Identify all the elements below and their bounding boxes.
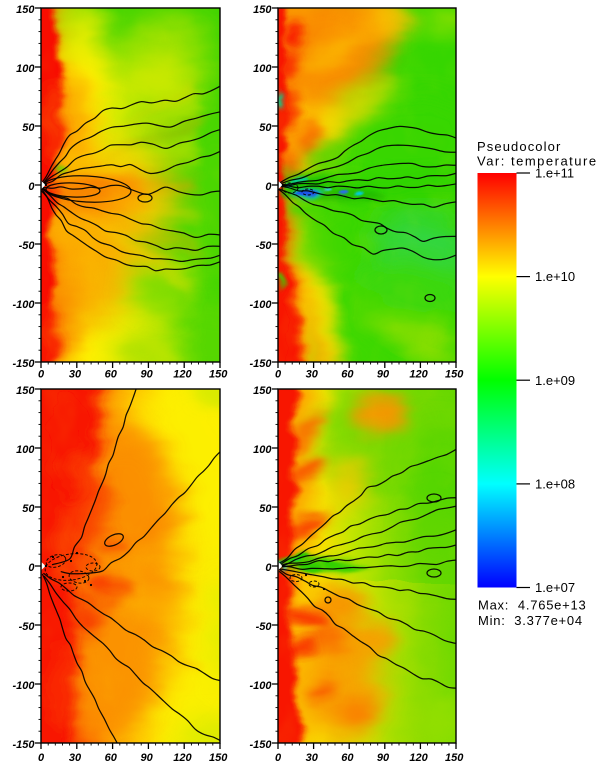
svg-text:30: 30: [306, 369, 319, 381]
svg-text:0: 0: [265, 562, 272, 574]
svg-text:-50: -50: [256, 240, 273, 252]
svg-text:0: 0: [275, 752, 282, 764]
svg-text:Var: temperature: Var: temperature: [477, 154, 598, 169]
svg-text:0: 0: [38, 369, 45, 381]
svg-text:90: 90: [140, 752, 153, 764]
svg-text:-150: -150: [12, 358, 35, 370]
svg-text:-100: -100: [249, 299, 272, 311]
svg-text:60: 60: [105, 369, 118, 381]
svg-text:1.e+11: 1.e+11: [535, 166, 574, 181]
svg-text:0: 0: [265, 181, 272, 193]
svg-text:100: 100: [16, 444, 35, 456]
svg-text:120: 120: [409, 752, 428, 764]
svg-text:90: 90: [377, 369, 390, 381]
svg-text:Min: 3.377e+04: Min: 3.377e+04: [478, 613, 583, 628]
svg-text:150: 150: [16, 385, 35, 397]
svg-text:60: 60: [341, 369, 354, 381]
svg-text:100: 100: [16, 63, 35, 75]
svg-text:150: 150: [16, 4, 35, 16]
svg-text:50: 50: [259, 503, 272, 515]
svg-text:1.e+09: 1.e+09: [535, 373, 575, 388]
svg-text:-150: -150: [249, 358, 272, 370]
svg-text:30: 30: [69, 369, 82, 381]
svg-text:-50: -50: [19, 240, 36, 252]
svg-text:-100: -100: [12, 299, 35, 311]
svg-text:30: 30: [306, 752, 319, 764]
svg-text:0: 0: [28, 181, 35, 193]
svg-text:150: 150: [445, 752, 464, 764]
svg-text:50: 50: [22, 122, 35, 134]
svg-text:0: 0: [28, 562, 35, 574]
svg-text:150: 150: [209, 752, 228, 764]
svg-text:90: 90: [140, 369, 153, 381]
svg-text:150: 150: [209, 369, 228, 381]
svg-text:120: 120: [409, 369, 428, 381]
svg-text:-100: -100: [249, 680, 272, 692]
svg-text:150: 150: [253, 4, 272, 16]
svg-text:50: 50: [259, 122, 272, 134]
svg-text:30: 30: [69, 752, 82, 764]
svg-text:150: 150: [253, 385, 272, 397]
svg-text:120: 120: [173, 369, 192, 381]
svg-text:120: 120: [173, 752, 192, 764]
svg-text:-150: -150: [12, 739, 35, 751]
svg-text:100: 100: [253, 444, 272, 456]
svg-text:0: 0: [275, 369, 282, 381]
svg-text:-50: -50: [19, 621, 36, 633]
svg-text:1.e+07: 1.e+07: [535, 580, 575, 595]
svg-text:-100: -100: [12, 680, 35, 692]
svg-text:Pseudocolor: Pseudocolor: [477, 139, 561, 154]
svg-text:-50: -50: [256, 621, 273, 633]
svg-text:60: 60: [341, 752, 354, 764]
svg-text:0: 0: [38, 752, 45, 764]
svg-text:150: 150: [445, 369, 464, 381]
svg-text:100: 100: [253, 63, 272, 75]
svg-text:1.e+10: 1.e+10: [535, 269, 575, 284]
svg-text:-150: -150: [249, 739, 272, 751]
svg-text:Max: 4.765e+13: Max: 4.765e+13: [478, 598, 586, 613]
svg-text:60: 60: [105, 752, 118, 764]
svg-text:1.e+08: 1.e+08: [535, 476, 575, 491]
svg-text:90: 90: [377, 752, 390, 764]
svg-text:50: 50: [22, 503, 35, 515]
